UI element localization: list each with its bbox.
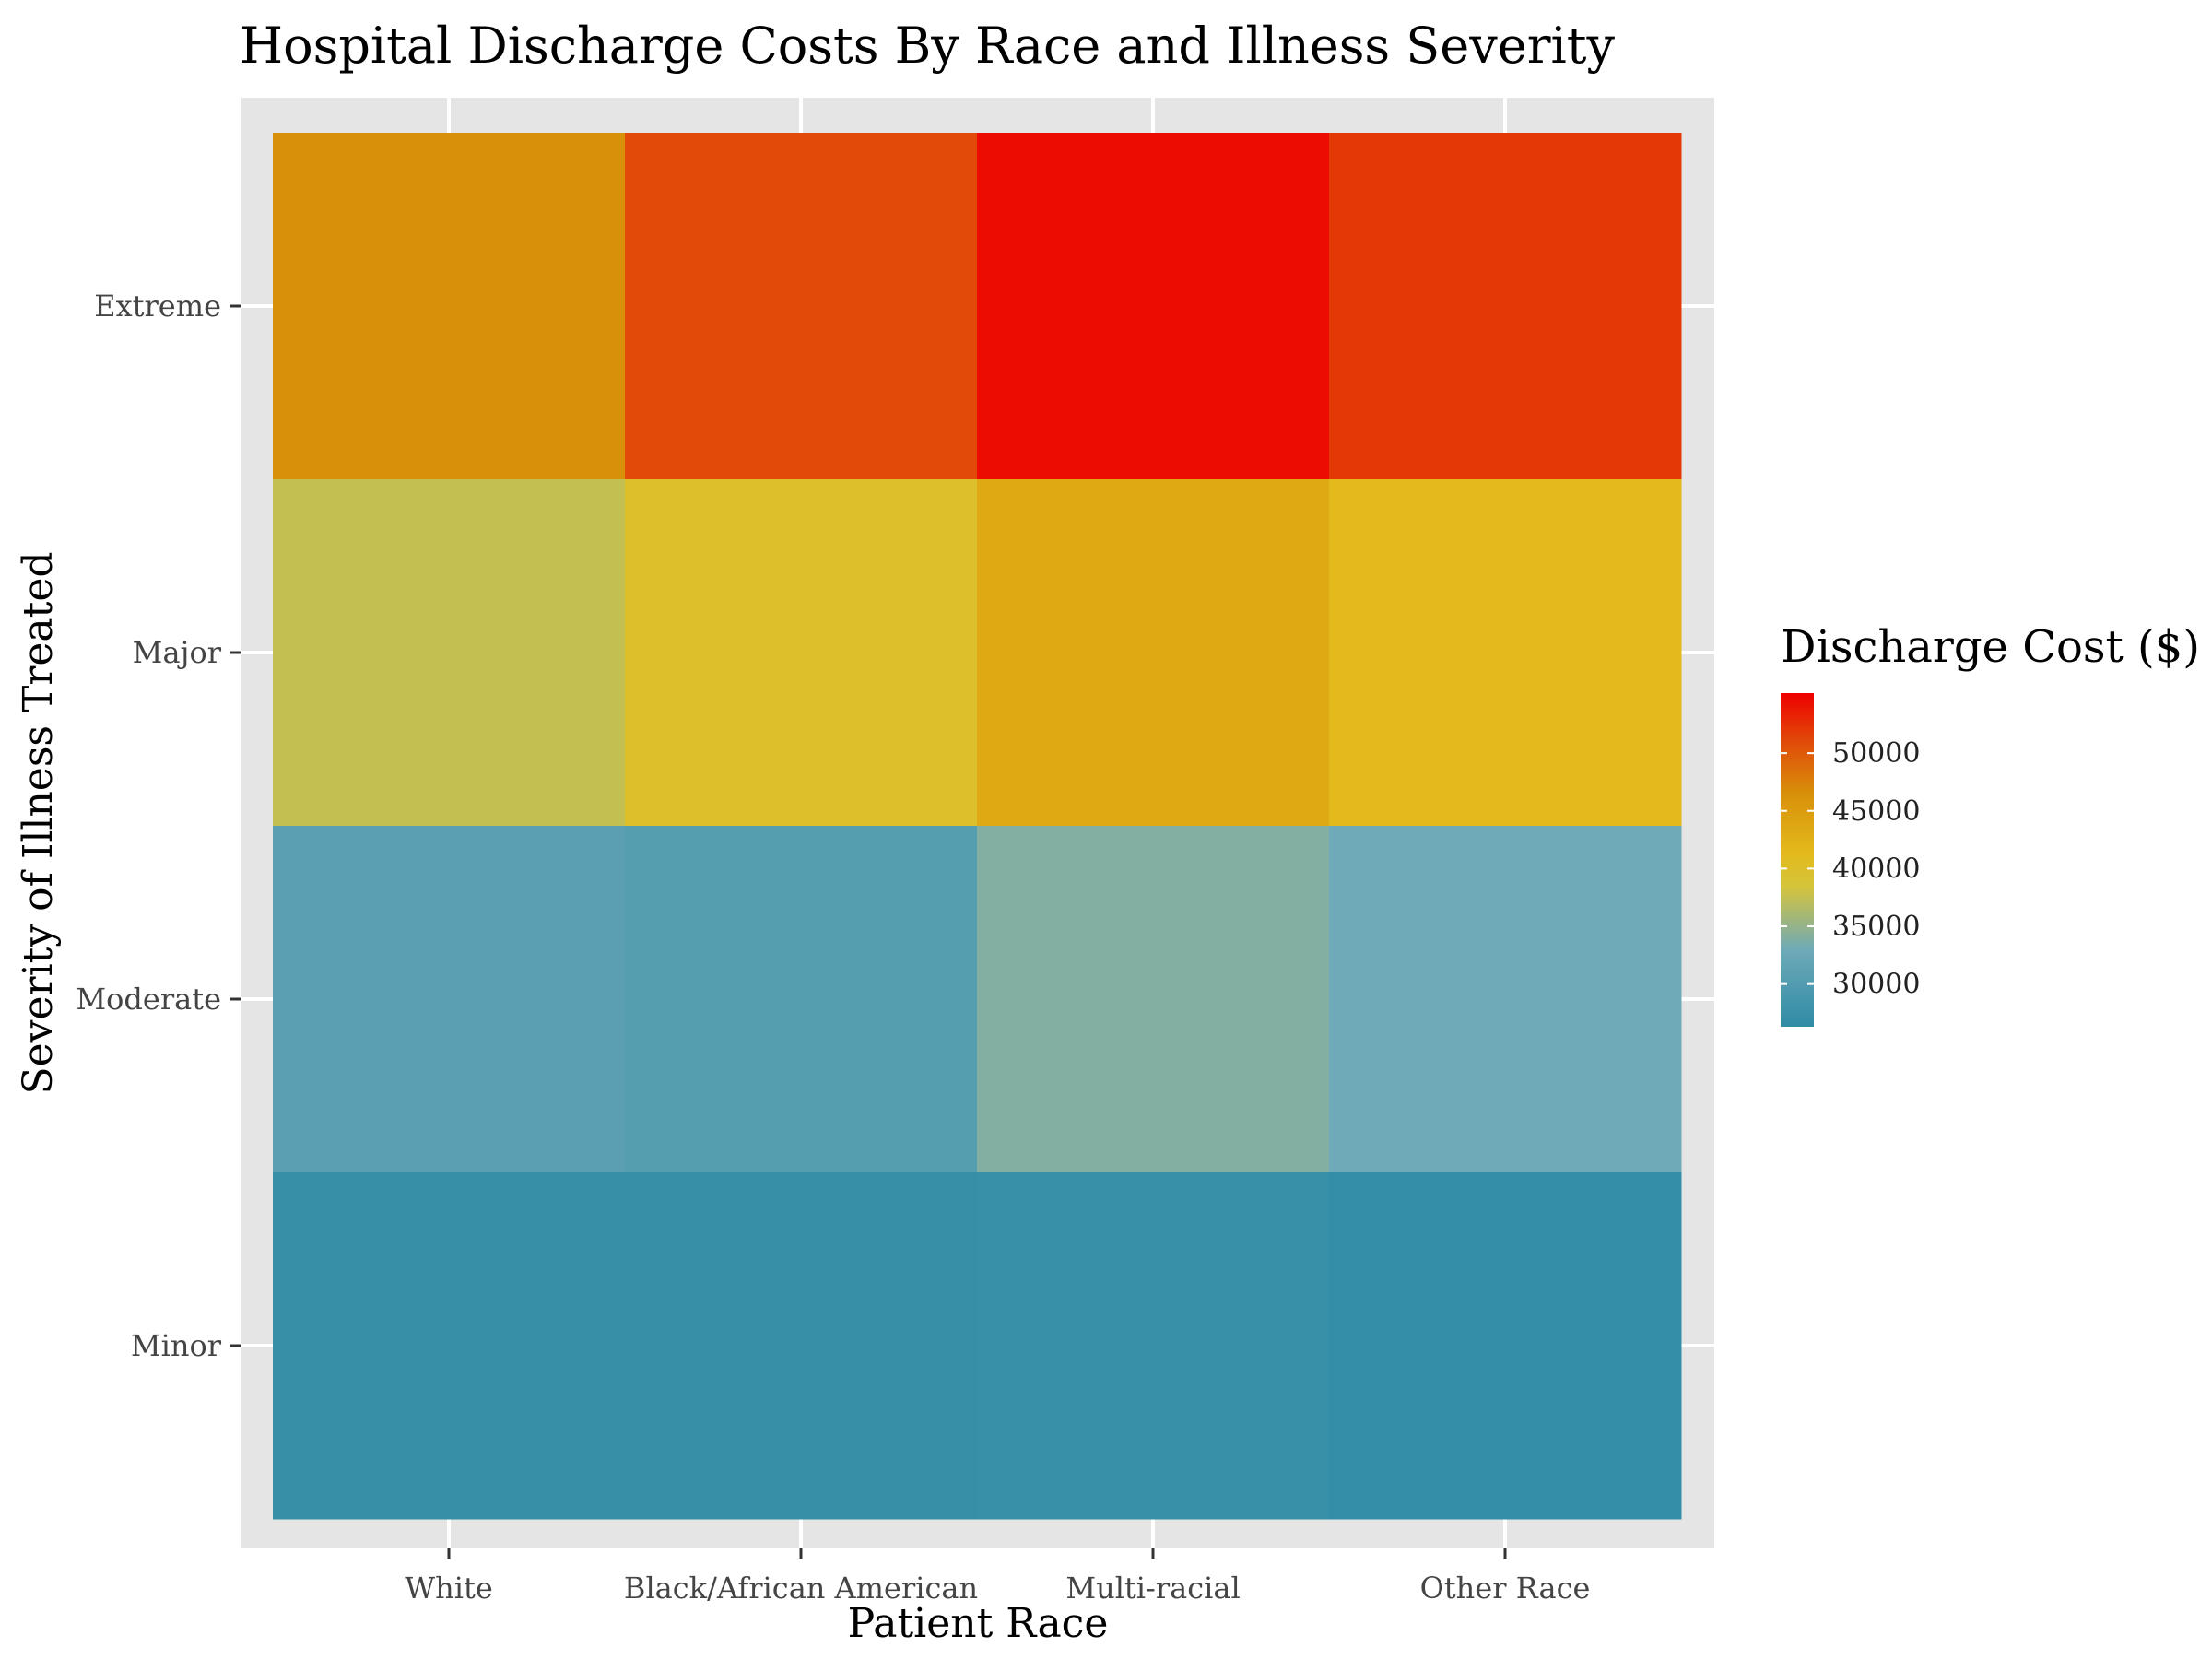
heatmap-cell [625,133,978,480]
heatmap-cell [273,479,626,827]
legend-tick-label: 40000 [1832,853,1920,885]
y-tick-label: Minor [131,1328,222,1363]
heatmap-cell [273,133,626,480]
heatmap-cell [1329,133,1682,480]
heatmap-cell [273,826,626,1173]
heatmap-cell [1329,479,1682,827]
heatmap-cell [977,133,1330,480]
x-tick-label: White [405,1571,493,1606]
x-axis: White Black/African American Multi-racial O… [405,1548,1590,1606]
chart-title: Hospital Discharge Costs By Race and Ill… [240,17,1616,75]
heatmap-cell [977,1172,1330,1520]
heatmap-cell [977,826,1330,1173]
legend-tick-label: 45000 [1832,795,1920,828]
y-tick-label: Moderate [76,982,221,1017]
color-legend: Discharge Cost ($) 50000 45000 40000 35000 3… [1781,621,2200,1027]
legend-tick-label: 35000 [1832,911,1920,943]
heatmap-cells [273,133,1682,1520]
y-tick-label: Major [133,635,222,670]
legend-tick-label: 50000 [1832,737,1920,770]
heatmap-cell [273,1172,626,1520]
y-tick-label: Extreme [94,288,221,324]
y-axis-title: Severity of Illness Treated [15,551,62,1094]
x-axis-title: Patient Race [848,1600,1109,1647]
heatmap-cell [1329,826,1682,1173]
heatmap-cell [625,479,978,827]
heatmap-cell [1329,1172,1682,1520]
heatmap-cell [625,1172,978,1520]
legend-tick-label: 30000 [1832,969,1920,1001]
legend-color-bar [1781,693,1814,1027]
legend-title: Discharge Cost ($) [1781,621,2200,673]
heatmap-cell [977,479,1330,827]
y-axis: Minor Moderate Major Extreme [76,288,241,1363]
x-tick-label: Other Race [1420,1571,1591,1606]
heatmap-cell [625,826,978,1173]
